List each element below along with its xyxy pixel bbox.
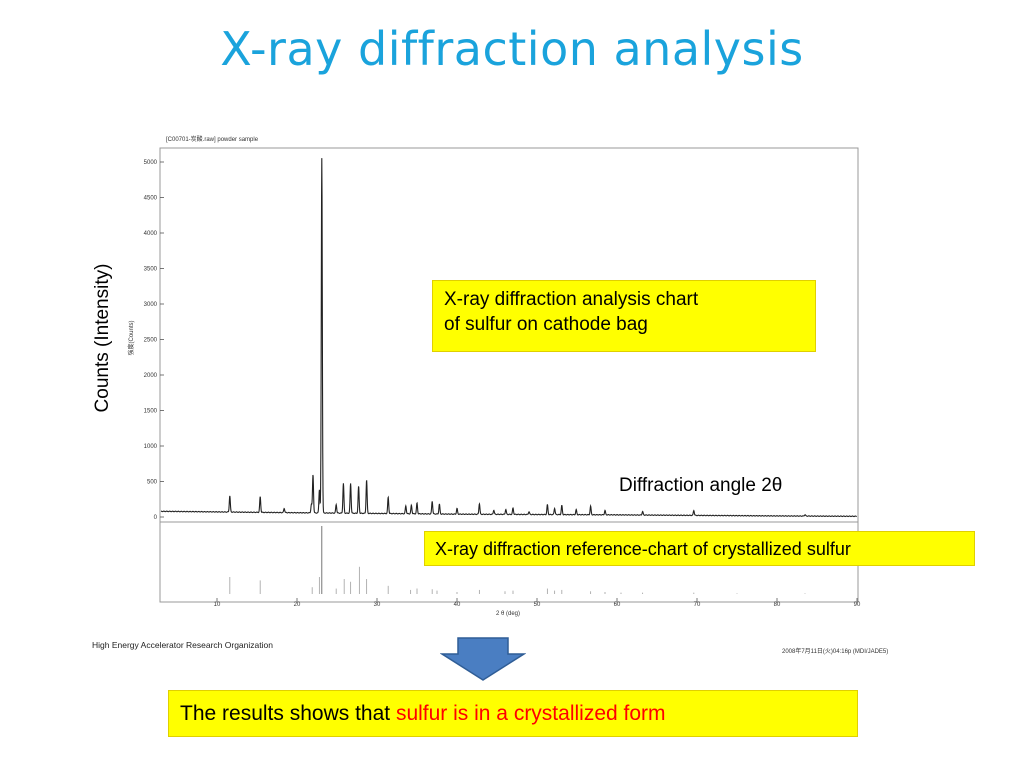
diffraction-trace — [160, 158, 857, 518]
y-tick-label: 5000 — [144, 160, 158, 166]
x-axis-caption: Diffraction angle 2θ — [619, 475, 783, 496]
x-tick-label: 10 — [214, 602, 221, 608]
chart-inner-xlabel: 2 θ (deg) — [496, 611, 520, 617]
reference-sticks — [229, 526, 806, 594]
chart-inner-ylabel: 強度(Counts) — [127, 320, 135, 355]
down-arrow-icon — [440, 637, 526, 681]
result-callout: The results shows that sulfur is in a cr… — [168, 690, 858, 737]
x-tick-label: 60 — [614, 602, 621, 608]
y-tick-label: 2000 — [144, 373, 158, 379]
result-highlight: sulfur is in a crystallized form — [395, 702, 666, 725]
y-tick-label: 3500 — [144, 267, 158, 273]
x-ticks: 10 20 30 40 50 60 70 80 90 — [214, 598, 861, 608]
y-tick-label: 3000 — [144, 302, 158, 308]
callout-main: X-ray diffraction analysis chart of sulf… — [432, 280, 816, 352]
x-tick-label: 70 — [694, 602, 701, 608]
timestamp-label: 2008年7月11日(火)04:16p (MDI/JADE5) — [782, 649, 889, 655]
x-tick-label: 80 — [774, 602, 781, 608]
callout-reference: X-ray diffraction reference-chart of cry… — [424, 531, 975, 566]
y-tick-label: 2500 — [144, 338, 158, 344]
y-tick-label: 1500 — [144, 409, 158, 415]
callout-main-line-2: of sulfur on cathode bag — [444, 314, 648, 335]
x-tick-label: 20 — [294, 602, 301, 608]
slide-title: X-ray diffraction analysis — [220, 22, 804, 76]
result-prefix: The results shows that — [180, 702, 396, 725]
x-tick-label: 90 — [854, 602, 861, 608]
y-axis-caption: Counts (Intensity) — [92, 263, 113, 413]
y-tick-label: 4000 — [144, 231, 158, 237]
x-tick-label: 30 — [374, 602, 381, 608]
callout-main-line-1: X-ray diffraction analysis chart — [444, 289, 699, 310]
x-tick-label: 50 — [534, 602, 541, 608]
y-tick-label: 500 — [147, 480, 158, 486]
organization-label: High Energy Accelerator Research Organiz… — [92, 640, 273, 650]
chart-header: [C00701-炭酸.raw] powder sample — [166, 135, 259, 143]
y-tick-label: 1000 — [144, 444, 158, 450]
y-ticks: 0 500 1000 1500 2000 2500 3000 3500 4000 4500 5000 — [144, 160, 164, 521]
y-tick-label: 4500 — [144, 196, 158, 202]
y-tick-label: 0 — [154, 515, 158, 521]
x-tick-label: 40 — [454, 602, 461, 608]
